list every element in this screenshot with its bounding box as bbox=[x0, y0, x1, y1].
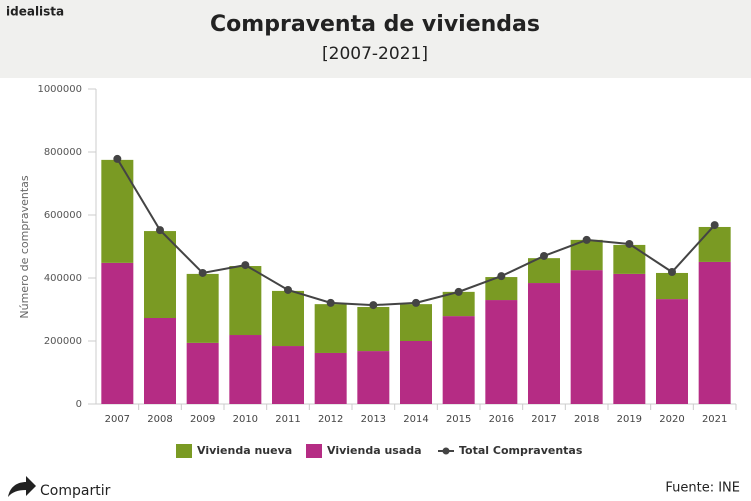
bar-segment bbox=[613, 273, 646, 404]
legend-label: Total Compraventas bbox=[459, 444, 583, 457]
x-tick-label: 2011 bbox=[275, 414, 300, 425]
x-tick-label: 2020 bbox=[659, 414, 684, 425]
bar-segment bbox=[400, 304, 432, 341]
total-point bbox=[497, 272, 506, 281]
total-point bbox=[113, 154, 122, 163]
bar-segment bbox=[229, 335, 262, 404]
bar-segment bbox=[144, 231, 176, 319]
x-tick-label: 2010 bbox=[233, 414, 258, 425]
chart-title: Compraventa de viviendas bbox=[210, 12, 540, 37]
total-point bbox=[540, 251, 548, 260]
chart-subtitle: [2007-2021] bbox=[322, 44, 428, 64]
bar-segment bbox=[229, 266, 262, 336]
bar-segment bbox=[698, 261, 731, 404]
x-tick-label: 2019 bbox=[617, 414, 642, 425]
x-tick-label: 2015 bbox=[446, 414, 471, 425]
total-point bbox=[284, 285, 292, 294]
bar-segment bbox=[314, 352, 347, 404]
total-point bbox=[668, 268, 676, 277]
bar-segment bbox=[613, 244, 646, 274]
y-tick-label: 0 bbox=[76, 399, 82, 410]
legend-swatch bbox=[176, 444, 192, 458]
bar-segment bbox=[442, 291, 475, 317]
x-tick-label: 2021 bbox=[702, 414, 727, 425]
y-tick-label: 400000 bbox=[44, 273, 82, 284]
x-tick-label: 2016 bbox=[489, 414, 514, 425]
x-tick-label: 2009 bbox=[190, 414, 215, 425]
legend-label: Vivienda usada bbox=[327, 444, 422, 457]
total-point bbox=[710, 221, 719, 230]
y-tick-label: 200000 bbox=[44, 336, 82, 347]
y-tick-label: 600000 bbox=[44, 210, 82, 221]
bar-segment bbox=[528, 283, 560, 404]
y-tick-label: 1000000 bbox=[37, 84, 82, 95]
x-tick-label: 2018 bbox=[574, 414, 599, 425]
x-tick-label: 2014 bbox=[403, 414, 428, 425]
total-point bbox=[625, 239, 634, 248]
x-tick-label: 2012 bbox=[318, 414, 343, 425]
total-point bbox=[198, 268, 207, 277]
bar-segment bbox=[101, 262, 134, 404]
bar-segment bbox=[656, 299, 688, 404]
total-point bbox=[241, 261, 250, 270]
total-point bbox=[454, 287, 463, 296]
legend-label: Vivienda nueva bbox=[197, 444, 292, 457]
share-icon[interactable] bbox=[8, 476, 36, 497]
y-axis-label: Número de compraventas bbox=[18, 175, 31, 318]
bar-segment bbox=[357, 351, 390, 404]
total-point bbox=[156, 226, 164, 235]
bar-segment bbox=[144, 318, 176, 404]
legend-dot bbox=[442, 447, 450, 455]
bar-segment bbox=[272, 346, 304, 404]
bar-segment bbox=[272, 290, 304, 347]
total-point bbox=[326, 298, 335, 307]
bar-segment bbox=[528, 258, 560, 284]
header-band bbox=[0, 0, 751, 78]
share-button[interactable]: Compartir bbox=[40, 483, 111, 499]
x-tick-label: 2007 bbox=[105, 414, 130, 425]
y-tick-label: 800000 bbox=[44, 147, 82, 158]
bar-segment bbox=[186, 273, 219, 343]
bar-segment bbox=[570, 270, 603, 404]
total-point bbox=[412, 298, 420, 307]
total-point bbox=[582, 235, 591, 244]
x-tick-label: 2017 bbox=[531, 414, 556, 425]
bar-segment bbox=[485, 277, 518, 301]
bar-segment bbox=[485, 300, 518, 404]
total-point bbox=[369, 301, 378, 310]
bar-segment bbox=[400, 341, 432, 404]
bar-segment bbox=[442, 316, 475, 404]
source: Fuente: INE bbox=[665, 481, 740, 496]
bar-segment bbox=[357, 306, 390, 352]
bar-segment bbox=[314, 304, 347, 353]
bar-segment bbox=[698, 226, 731, 262]
bar-segment bbox=[101, 159, 134, 263]
bar-segment bbox=[186, 342, 219, 404]
x-tick-label: 2013 bbox=[361, 414, 386, 425]
bar-segment bbox=[656, 272, 688, 300]
brand: idealista bbox=[6, 5, 64, 19]
legend-swatch bbox=[306, 444, 322, 458]
x-tick-label: 2008 bbox=[147, 414, 172, 425]
